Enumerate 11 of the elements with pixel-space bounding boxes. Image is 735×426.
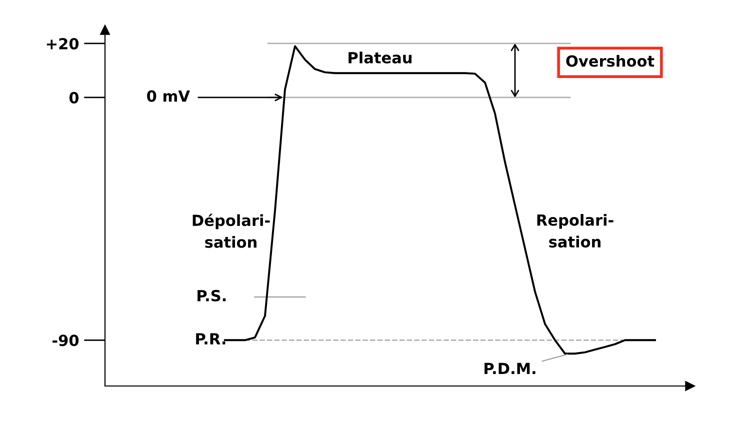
ref-line-label: P.R. <box>196 333 226 344</box>
annotation: Dépolari- sation <box>192 214 270 248</box>
ref-line-label: P.S. <box>198 290 226 302</box>
annotation: Plateau <box>348 52 412 64</box>
text: 0 mV <box>147 90 190 102</box>
annotation: P.D.M. <box>484 362 536 374</box>
annotation: Repolari- sation <box>537 214 614 248</box>
y-tick-label: +20 <box>46 38 79 50</box>
y-tick-label: -90 <box>52 334 79 346</box>
annotation: Overshoot <box>566 54 654 67</box>
y-tick-label: 0 <box>69 92 79 104</box>
